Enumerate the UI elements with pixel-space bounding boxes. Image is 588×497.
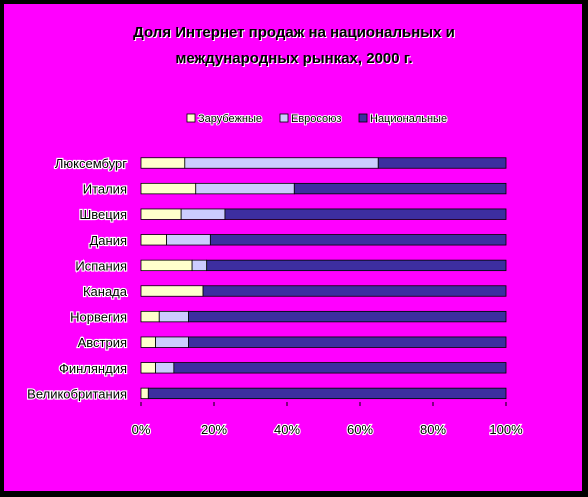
- category-label: Финляндия: [59, 361, 127, 376]
- bar-segment: [166, 234, 211, 246]
- bar-segment: [209, 234, 507, 246]
- category-axis: Люксембург Италия Швеция Дания Испания Канада…: [26, 155, 129, 403]
- legend-label: Зарубежные: [198, 113, 262, 125]
- bar-segment: [158, 310, 189, 323]
- x-tick-label: 100%: [489, 422, 523, 437]
- bar-segment: [140, 362, 156, 374]
- bar-segment: [202, 285, 507, 297]
- bar-segment: [140, 157, 186, 169]
- bar-segment: [140, 208, 182, 220]
- category-label: Великобритания: [27, 386, 127, 401]
- bar-segment: [147, 387, 507, 400]
- bar-segment: [140, 387, 149, 400]
- chart-title: Доля Интернет продаж на национальных и м…: [0, 20, 588, 72]
- legend-swatch: [358, 113, 368, 123]
- bar-segment: [224, 208, 507, 220]
- bar-segment: [140, 259, 193, 272]
- bar-segment: [188, 310, 507, 323]
- bar-segment: [140, 310, 160, 323]
- bar-segment: [140, 182, 197, 195]
- bar-segment: [206, 259, 507, 272]
- bar-segment: [377, 157, 507, 169]
- category-label: Норвегия: [70, 310, 127, 325]
- x-tick-label: 80%: [420, 422, 446, 437]
- chart-title-line-2: международных рынках, 2000 г.: [175, 50, 413, 67]
- bar-segment: [173, 362, 507, 374]
- category-label: Дания: [89, 233, 127, 248]
- bar-segment: [191, 259, 208, 272]
- bar-segment: [293, 182, 507, 195]
- chart-area: [3, 3, 583, 492]
- bars: [140, 157, 507, 400]
- category-label: Канада: [83, 284, 128, 299]
- x-tick-label: 0%: [132, 422, 151, 437]
- bar-segment: [140, 285, 204, 297]
- legend-swatch: [186, 113, 196, 123]
- x-tick-label: 60%: [347, 422, 373, 437]
- x-axis: 0% 20% 40% 60% 80% 100%: [131, 402, 524, 438]
- legend-label: Национальные: [370, 113, 447, 125]
- legend: Зарубежные Евросоюз Национальные: [186, 112, 448, 126]
- category-label: Люксембург: [55, 156, 127, 171]
- chart-title-line-1: Доля Интернет продаж на национальных и: [133, 24, 455, 41]
- bar-segment: [180, 208, 226, 220]
- bar-segment: [188, 336, 507, 348]
- bar-segment: [184, 157, 379, 169]
- bar-segment: [140, 336, 156, 348]
- bar-segment: [140, 234, 167, 246]
- x-tick-label: 40%: [274, 422, 300, 437]
- bar-segment: [155, 362, 175, 374]
- category-label: Австрия: [78, 335, 127, 350]
- x-tick-label: 20%: [201, 422, 227, 437]
- legend-swatch: [279, 113, 289, 123]
- category-label: Испания: [75, 258, 127, 273]
- bar-segment: [155, 336, 189, 348]
- bar-segment: [195, 182, 295, 195]
- legend-label: Евросоюз: [291, 113, 341, 125]
- category-label: Италия: [83, 182, 127, 197]
- category-label: Швеция: [79, 207, 127, 222]
